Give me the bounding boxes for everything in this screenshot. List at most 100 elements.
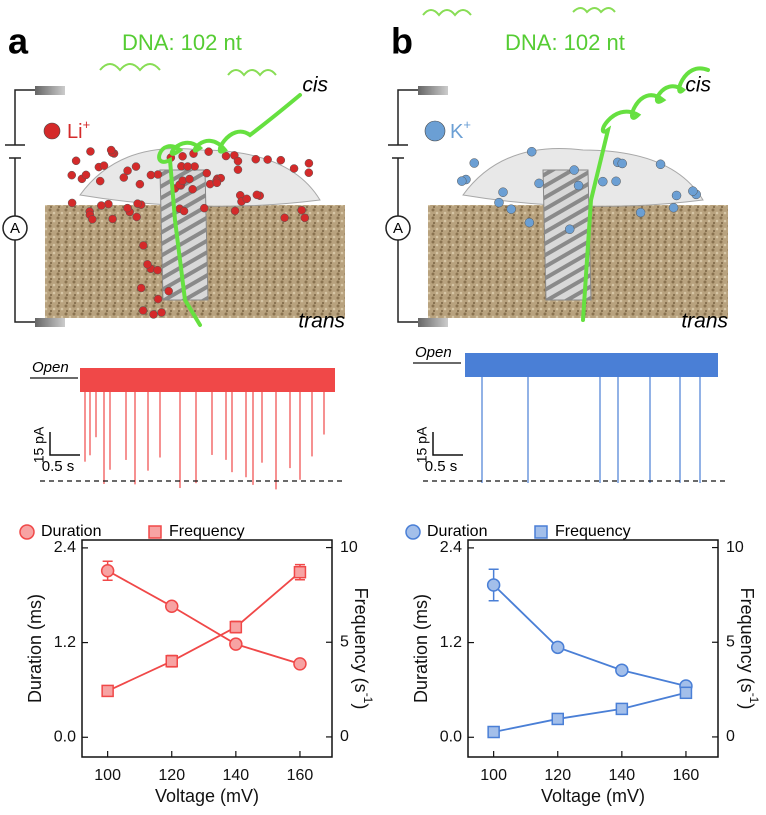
y2-axis-title: Frequency (s-1): [351, 588, 375, 710]
data-point: [293, 657, 307, 671]
ion: [569, 165, 579, 175]
panel-label: a: [8, 21, 29, 62]
data-point: [615, 663, 629, 677]
y2-title-sup: -1: [747, 693, 761, 704]
y-axis-title: Duration (ms): [25, 594, 45, 703]
trans-label: trans: [298, 310, 345, 333]
y2-axis-title: Frequency (s-1): [737, 588, 761, 710]
ion: [233, 156, 243, 166]
scale-bar: [49, 432, 80, 456]
scale-time: 0.5 s: [42, 458, 75, 475]
panel-label: b: [391, 21, 413, 62]
ion: [242, 194, 252, 204]
data-point: [679, 686, 693, 700]
open-label: Open: [415, 344, 452, 361]
dna-coil: [227, 69, 277, 77]
ion-name: Li: [67, 121, 83, 143]
series-line: [107, 569, 301, 665]
ion: [611, 176, 621, 187]
data-point: [229, 637, 243, 651]
ion: [598, 176, 608, 187]
x-axis-title: Voltage (mV): [155, 786, 259, 806]
data-point: [551, 712, 564, 726]
legend-label: Duration: [41, 523, 101, 540]
ion-name: K: [450, 121, 464, 143]
ion: [688, 186, 698, 196]
circuit-wire: [388, 89, 441, 323]
ion-label: Li+: [67, 117, 90, 143]
y-tick-label: 1.2: [54, 634, 76, 651]
ion: [164, 286, 173, 296]
ion-icon: [43, 122, 61, 140]
plot-frame: [467, 539, 719, 758]
scale-bar: [432, 432, 463, 456]
ion: [106, 145, 116, 155]
ion: [655, 159, 666, 170]
scale-time: 0.5 s: [425, 458, 458, 475]
ion: [498, 187, 508, 197]
legend-label: Frequency: [169, 523, 245, 540]
dna-label: DNA: 102 nt: [122, 30, 242, 55]
ammeter-label: A: [393, 220, 403, 237]
y2-tick-label: 5: [340, 633, 349, 650]
ion: [133, 199, 142, 208]
legend-marker: [148, 525, 162, 539]
x-tick-label: 140: [222, 767, 249, 784]
ion: [71, 156, 81, 166]
ion: [233, 165, 243, 174]
ion: [138, 306, 148, 315]
ion: [104, 199, 113, 209]
ion: [149, 310, 158, 319]
x-tick-label: 120: [544, 767, 571, 784]
ion: [494, 197, 504, 208]
ion-charge: +: [83, 117, 91, 132]
data-point: [100, 564, 115, 578]
data-point: [164, 599, 179, 614]
ion: [252, 190, 262, 200]
ion: [88, 215, 97, 224]
ion: [668, 202, 679, 213]
data-point: [229, 620, 243, 634]
dna-label: DNA: 102 nt: [505, 30, 625, 55]
ion: [200, 203, 209, 213]
y2-title-sup: -1: [361, 693, 375, 704]
electrode: [35, 86, 65, 95]
y2-title-close: ): [351, 703, 371, 709]
data-point: [550, 640, 565, 655]
series-line: [107, 571, 301, 692]
ion: [119, 173, 129, 182]
ion: [139, 241, 148, 250]
ion: [67, 198, 77, 208]
trace-band: [465, 353, 718, 377]
legend-marker: [405, 524, 421, 540]
legend-marker: [19, 524, 35, 540]
dna-coil: [572, 7, 616, 14]
x-tick-label: 140: [608, 767, 635, 784]
data-point: [486, 578, 501, 592]
ion: [97, 201, 106, 210]
ion: [136, 283, 146, 293]
x-tick-label: 100: [480, 767, 507, 784]
plot-frame: [81, 539, 333, 758]
open-label: Open: [32, 359, 69, 376]
ion: [526, 146, 537, 157]
dna-coil: [99, 63, 161, 72]
ion: [108, 214, 117, 224]
dna-coil: [422, 9, 472, 17]
circuit-wire: [5, 89, 58, 323]
y2-title-close: ): [737, 703, 757, 709]
ion: [67, 170, 77, 180]
trans-label: trans: [681, 310, 728, 333]
x-tick-label: 160: [287, 767, 314, 784]
x-axis-title: Voltage (mV): [541, 786, 645, 806]
x-tick-label: 100: [94, 767, 121, 784]
y2-tick-label: 10: [726, 539, 744, 556]
y2-tick-label: 10: [340, 539, 358, 556]
ion: [297, 205, 306, 215]
data-point: [487, 725, 500, 739]
scale-current: 15 pA: [31, 426, 47, 463]
ion: [135, 179, 145, 189]
electrode: [35, 318, 65, 327]
legend-marker: [534, 525, 548, 539]
